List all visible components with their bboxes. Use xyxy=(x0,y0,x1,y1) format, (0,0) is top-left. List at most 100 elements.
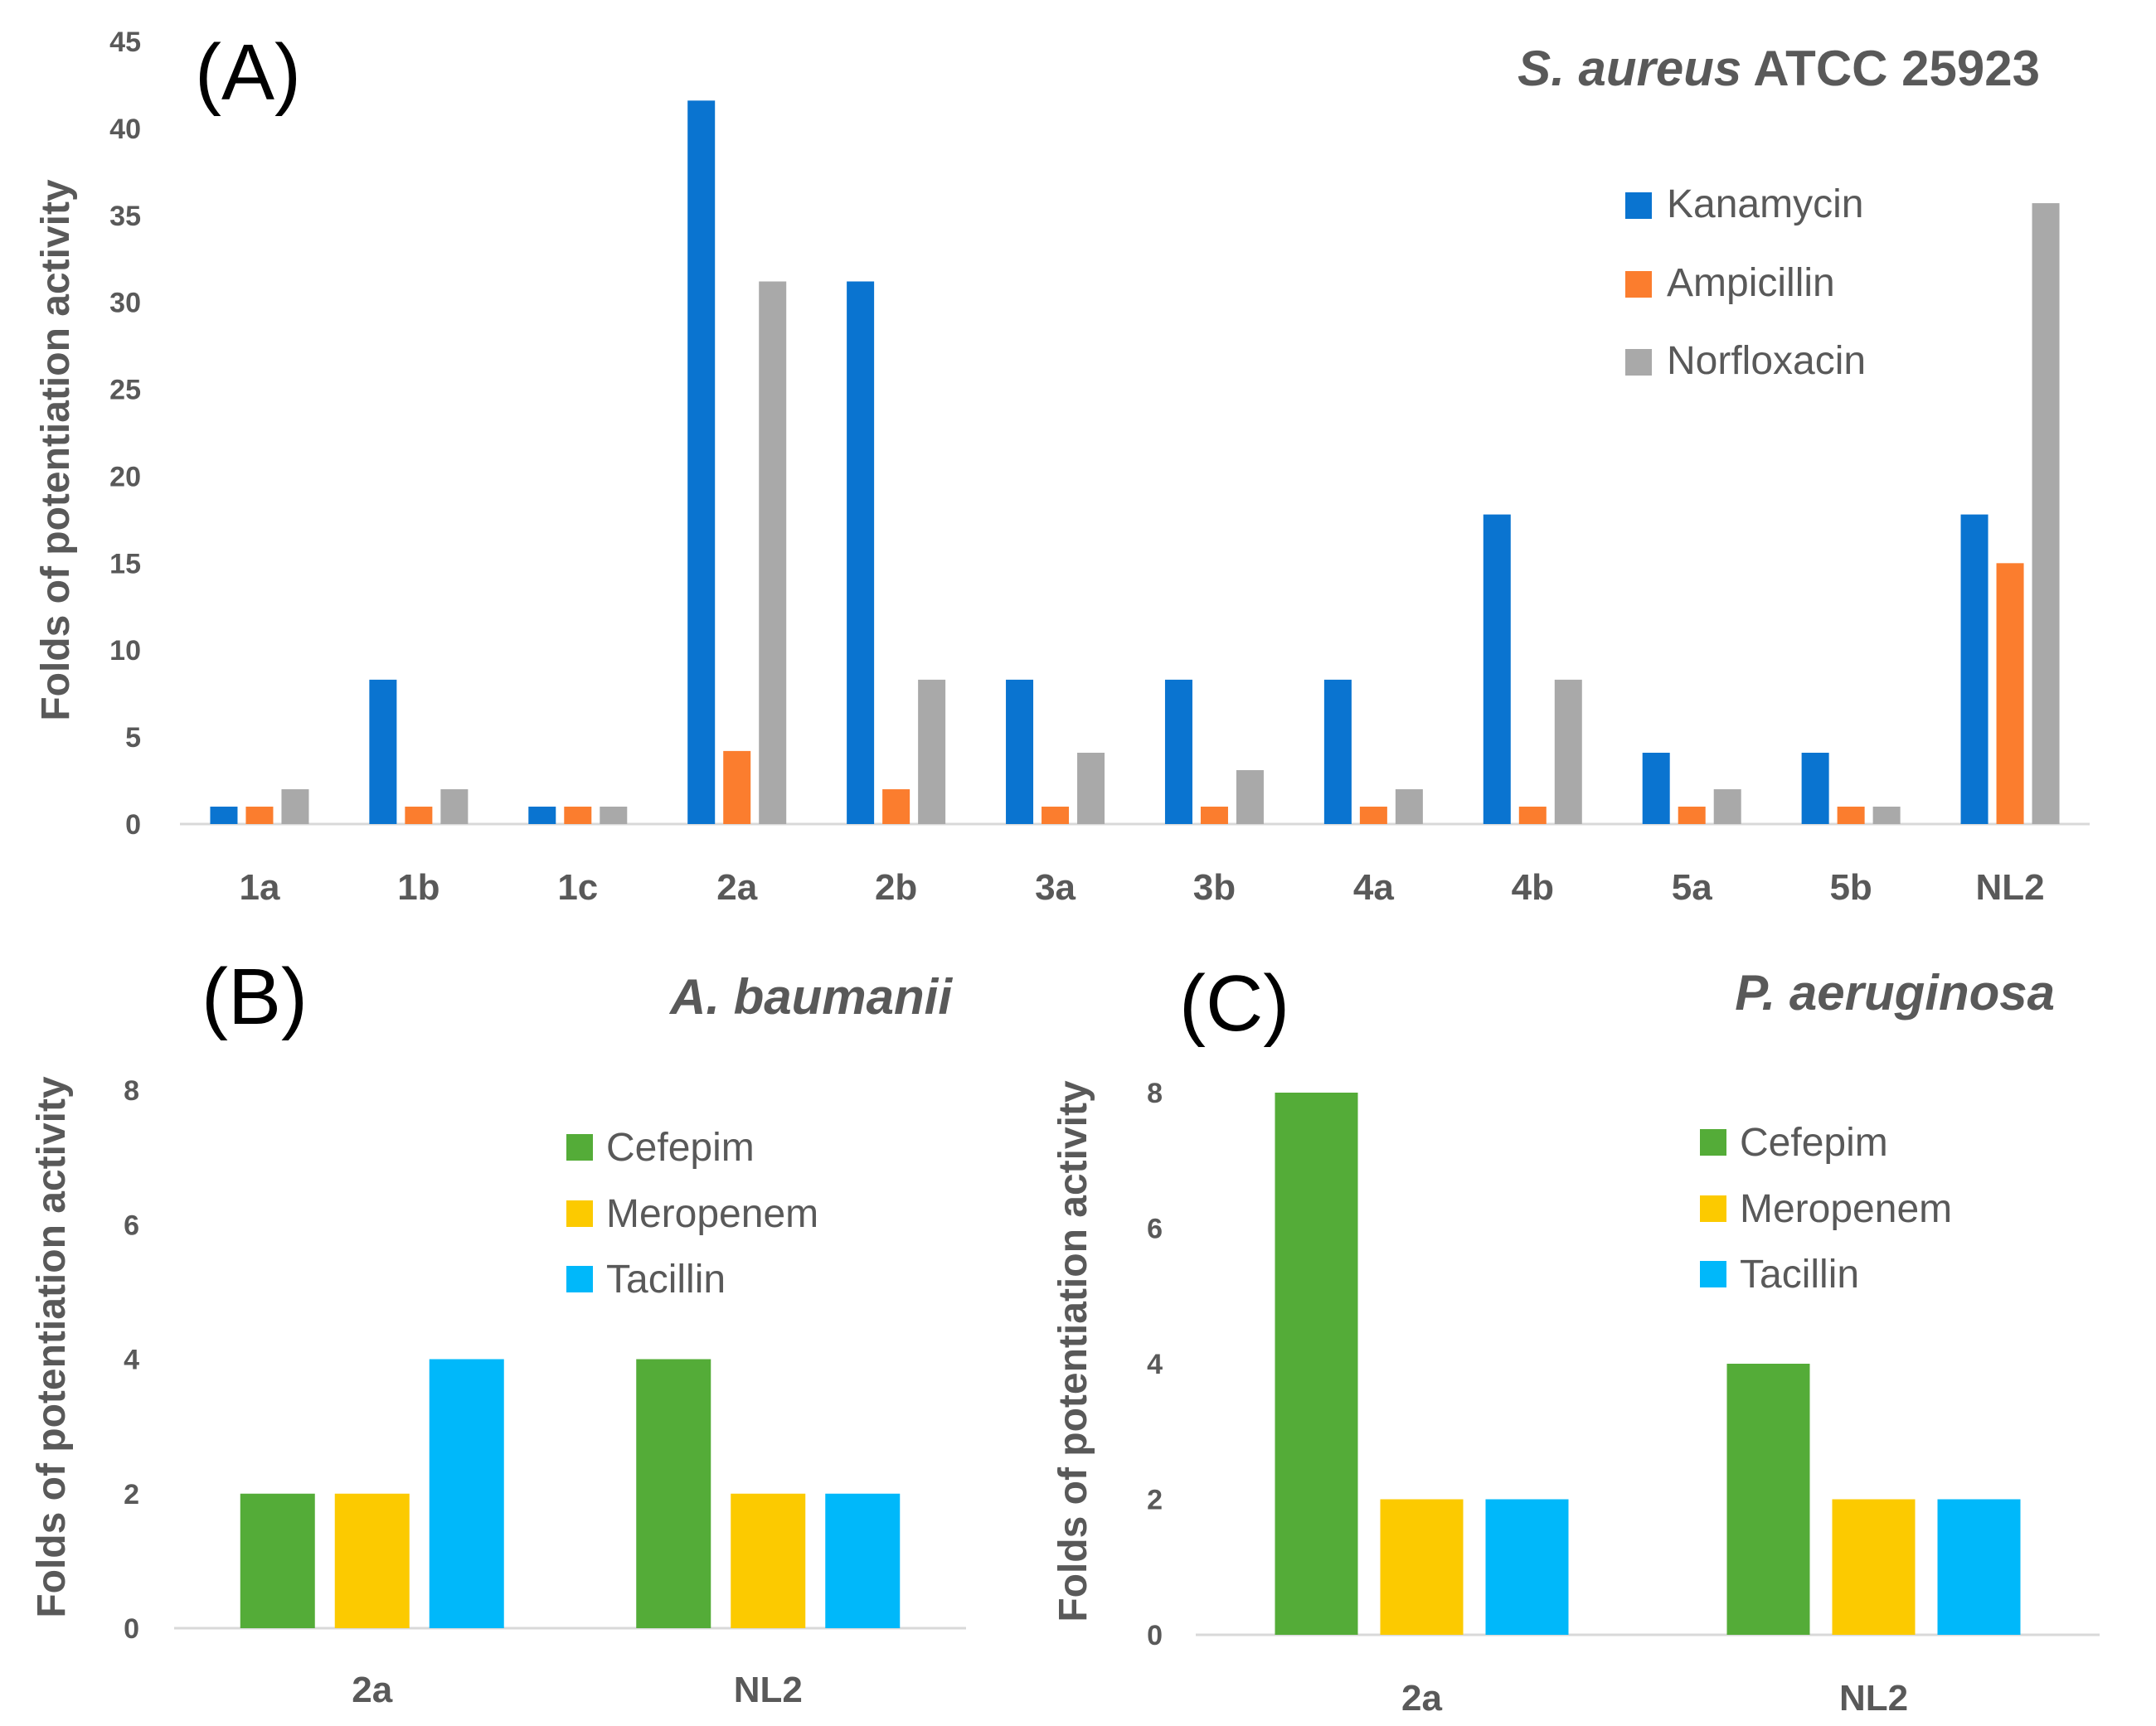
x-ticks-a: 1a 1b 1c 2a 2b 3a 3b 4a 4b 5a 5b NL2 xyxy=(239,867,2044,908)
bar-a-4a-norfloxacin xyxy=(1395,789,1423,824)
legend-swatch-tacillin-b xyxy=(566,1266,593,1292)
legend-swatch-meropenem-c xyxy=(1700,1195,1726,1222)
y-tick-a-20: 20 xyxy=(109,461,141,492)
y-tick-a-45: 45 xyxy=(109,27,141,58)
y-tick-a-35: 35 xyxy=(109,201,141,232)
panel-label-c: (C) xyxy=(1179,959,1289,1048)
bar-a-nl2-kanamycin xyxy=(1960,514,1988,824)
bar-c-nl2-cefepim xyxy=(1726,1364,1810,1635)
x-ticks-c: 2a NL2 xyxy=(1401,1678,1908,1719)
chart-b: (B) A. baumanii Folds of potentiation ac… xyxy=(30,953,966,1710)
y-axis-label-b: Folds of potentiation activity xyxy=(30,1076,74,1618)
x-tick-b-2a: 2a xyxy=(352,1670,392,1710)
bar-c-2a-tacillin xyxy=(1485,1499,1569,1635)
bar-a-nl2-norfloxacin xyxy=(2032,203,2060,825)
x-tick-a-nl2: NL2 xyxy=(1975,867,2044,908)
legend-a: Kanamycin Ampicillin Norfloxacin xyxy=(1625,182,1866,383)
legend-swatch-cefepim-b xyxy=(566,1134,593,1161)
bar-a-1b-kanamycin xyxy=(369,679,397,824)
bar-a-5b-norfloxacin xyxy=(1872,807,1901,824)
legend-label-tacillin-b: Tacillin xyxy=(606,1258,726,1302)
bar-a-1a-ampicillin xyxy=(245,807,274,824)
legend-swatch-ampicillin xyxy=(1625,271,1652,298)
bar-a-2b-kanamycin xyxy=(847,281,875,824)
bar-a-3a-ampicillin xyxy=(1042,807,1070,824)
x-ticks-b: 2a NL2 xyxy=(352,1670,803,1710)
y-tick-a-30: 30 xyxy=(109,288,141,319)
y-tick-a-10: 10 xyxy=(109,635,141,667)
bar-c-nl2-meropenem xyxy=(1832,1499,1916,1635)
bar-a-5b-ampicillin xyxy=(1837,807,1865,824)
legend-label-meropenem-b: Meropenem xyxy=(606,1192,818,1236)
title-organism-a: S. aureus xyxy=(1517,41,1741,96)
title-organism-c: P. aeruginosa xyxy=(1735,965,2055,1021)
y-tick-a-25: 25 xyxy=(109,375,141,406)
y-tick-b-8: 8 xyxy=(124,1075,139,1107)
bar-c-nl2-tacillin xyxy=(1937,1499,2021,1635)
bar-b-2a-cefepim xyxy=(240,1493,315,1628)
y-ticks-a: 0 5 10 15 20 25 30 35 40 45 xyxy=(109,27,141,841)
panel-label-a: (A) xyxy=(195,28,301,117)
chart-title-a: S. aureus ATCC 25923 xyxy=(1517,41,2040,96)
bar-a-4a-ampicillin xyxy=(1359,807,1387,824)
bar-a-1b-norfloxacin xyxy=(440,789,469,824)
x-tick-a-4a: 4a xyxy=(1353,867,1394,908)
y-tick-a-5: 5 xyxy=(125,722,141,754)
bar-a-5a-norfloxacin xyxy=(1713,789,1741,824)
x-tick-a-5b: 5b xyxy=(1829,867,1872,908)
chart-title-c: P. aeruginosa xyxy=(1735,965,2055,1021)
x-tick-a-2a: 2a xyxy=(716,867,757,908)
bar-a-3a-norfloxacin xyxy=(1077,752,1105,824)
x-tick-a-4b: 4b xyxy=(1512,867,1554,908)
legend-label-norfloxacin: Norfloxacin xyxy=(1667,339,1866,383)
y-tick-b-6: 6 xyxy=(124,1210,139,1241)
bar-b-2a-tacillin xyxy=(429,1359,504,1628)
bar-a-1c-ampicillin xyxy=(564,807,592,824)
bars-c xyxy=(1275,1093,2021,1635)
y-tick-a-0: 0 xyxy=(125,809,141,841)
x-tick-a-1a: 1a xyxy=(239,867,279,908)
x-tick-a-3a: 3a xyxy=(1035,867,1076,908)
legend-swatch-cefepim-c xyxy=(1700,1129,1726,1156)
bar-a-3b-norfloxacin xyxy=(1236,769,1264,824)
x-tick-c-nl2: NL2 xyxy=(1839,1678,1908,1719)
bar-b-nl2-tacillin xyxy=(825,1493,901,1628)
y-tick-b-2: 2 xyxy=(124,1479,139,1510)
bar-a-1a-norfloxacin xyxy=(281,789,309,824)
legend-swatch-kanamycin xyxy=(1625,192,1652,219)
y-tick-a-40: 40 xyxy=(109,114,141,145)
bar-a-3b-ampicillin xyxy=(1200,807,1228,824)
bar-a-2a-ampicillin xyxy=(723,750,751,824)
x-tick-a-1b: 1b xyxy=(397,867,439,908)
bar-a-5a-kanamycin xyxy=(1642,752,1670,824)
bar-a-5b-kanamycin xyxy=(1801,752,1829,824)
y-tick-c-2: 2 xyxy=(1147,1485,1163,1516)
y-ticks-b: 0 2 4 6 8 xyxy=(124,1075,139,1645)
x-tick-a-5a: 5a xyxy=(1672,867,1712,908)
bar-b-nl2-cefepim xyxy=(636,1359,711,1628)
y-tick-c-0: 0 xyxy=(1147,1620,1163,1651)
legend-b: Cefepim Meropenem Tacillin xyxy=(566,1126,818,1302)
bar-a-1c-norfloxacin xyxy=(600,807,628,824)
bar-a-3b-kanamycin xyxy=(1164,679,1192,824)
legend-label-cefepim-c: Cefepim xyxy=(1740,1121,1888,1165)
panel-label-b: (B) xyxy=(202,953,308,1041)
legend-label-cefepim-b: Cefepim xyxy=(606,1126,755,1170)
bar-a-4b-kanamycin xyxy=(1483,514,1511,824)
bar-a-4b-ampicillin xyxy=(1518,807,1547,824)
chart-title-b: A. baumanii xyxy=(668,969,953,1025)
legend-label-ampicillin: Ampicillin xyxy=(1667,261,1835,305)
bar-a-nl2-ampicillin xyxy=(1996,563,2024,824)
bar-a-1b-ampicillin xyxy=(405,807,433,824)
y-tick-a-15: 15 xyxy=(109,548,141,579)
y-tick-c-8: 8 xyxy=(1147,1078,1163,1109)
legend-label-meropenem-c: Meropenem xyxy=(1740,1187,1952,1231)
bar-c-2a-cefepim xyxy=(1275,1093,1358,1635)
bar-a-2a-kanamycin xyxy=(687,100,716,824)
bars-a xyxy=(210,100,2060,825)
y-ticks-c: 0 2 4 6 8 xyxy=(1147,1078,1163,1651)
y-tick-b-0: 0 xyxy=(124,1613,139,1645)
bar-a-4b-norfloxacin xyxy=(1554,679,1582,824)
legend-swatch-meropenem-b xyxy=(566,1200,593,1227)
